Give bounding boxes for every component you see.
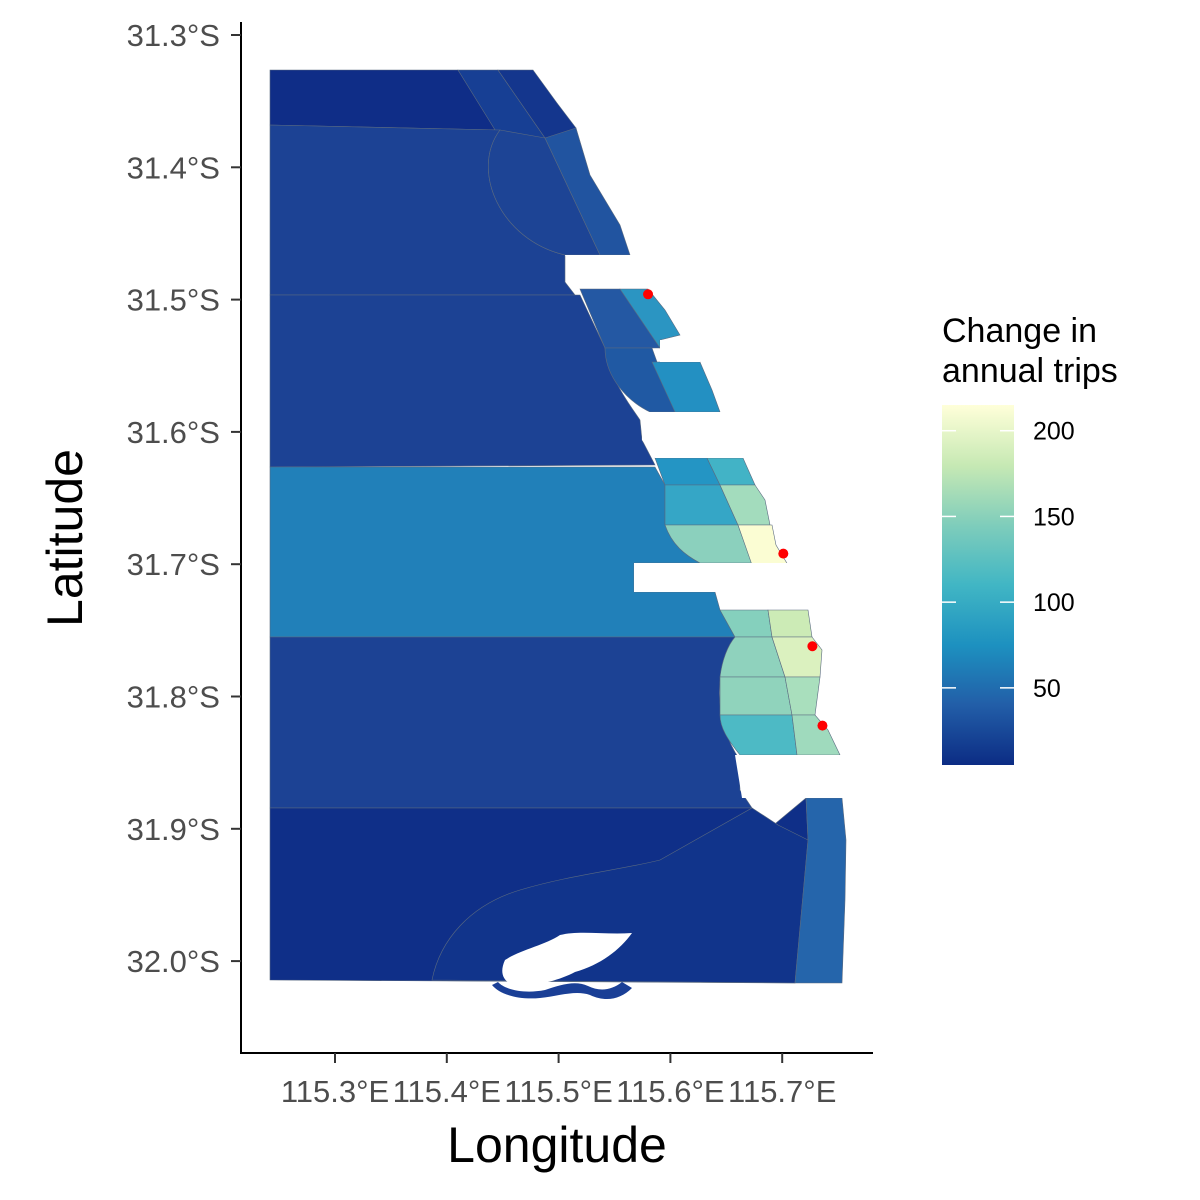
land-gap-1 bbox=[565, 255, 650, 282]
zone-bottom-coast bbox=[794, 797, 847, 984]
land-gap-2 bbox=[660, 340, 700, 362]
map-zones bbox=[269, 69, 850, 1000]
zone-bottom-bay bbox=[431, 807, 809, 984]
island-reef bbox=[492, 982, 632, 1000]
x-tick-label: 115.5°E bbox=[504, 1074, 612, 1109]
x-tick-label: 115.7°E bbox=[728, 1074, 836, 1109]
legend-break-label: 200 bbox=[1033, 418, 1075, 446]
island-land bbox=[502, 932, 632, 986]
zone-band-4-d bbox=[719, 484, 771, 526]
y-tick-label: 31.5°S bbox=[127, 283, 220, 318]
legend-title-line-1: Change in bbox=[942, 312, 1097, 350]
x-tick-label: 115.6°E bbox=[616, 1074, 724, 1109]
land-gap-5 bbox=[735, 755, 850, 798]
launch-site-point bbox=[817, 720, 828, 731]
zone-band-5-h bbox=[791, 714, 841, 756]
x-axis: 115.3°E 115.4°E 115.5°E 115.6°E 115.7°E bbox=[240, 1052, 873, 1109]
y-tick-label: 31.9°S bbox=[127, 812, 220, 847]
legend-title-line-2: annual trips bbox=[942, 352, 1118, 390]
points-layer bbox=[643, 289, 828, 731]
x-tick-label: 115.4°E bbox=[393, 1074, 501, 1109]
zone-band-2-inner bbox=[488, 129, 601, 256]
legend-break-label: 100 bbox=[1033, 589, 1075, 617]
y-tick-label: 32.0°S bbox=[127, 944, 220, 979]
y-tick-label: 31.4°S bbox=[127, 150, 220, 185]
x-axis-title: Longitude bbox=[447, 1117, 667, 1173]
legend-break-label: 50 bbox=[1033, 675, 1061, 703]
zone-band-5-offshore bbox=[269, 636, 753, 809]
y-axis-title: Latitude bbox=[37, 449, 93, 627]
legend-break-label: 150 bbox=[1033, 503, 1075, 531]
y-tick-label: 31.6°S bbox=[127, 415, 220, 450]
x-tick-label: 115.3°E bbox=[281, 1074, 389, 1109]
y-tick-label: 31.3°S bbox=[127, 18, 220, 53]
launch-site-point bbox=[778, 548, 789, 559]
land-gap-3 bbox=[642, 412, 760, 458]
land-gap-4 bbox=[634, 563, 800, 592]
zone-band-5-b bbox=[767, 609, 813, 638]
y-tick-label: 31.8°S bbox=[127, 680, 220, 715]
launch-site-point bbox=[643, 289, 654, 300]
zone-band-5-e bbox=[719, 676, 793, 716]
legend-colorbar bbox=[942, 405, 1014, 765]
y-axis: 31.3°S 31.4°S 31.5°S 31.6°S 31.7°S 31.8°S 31.9… bbox=[127, 18, 242, 1053]
y-tick-label: 31.7°S bbox=[127, 547, 220, 582]
legend: Change in annual trips 50 100 150 200 bbox=[942, 312, 1118, 765]
launch-site-point bbox=[807, 641, 818, 652]
